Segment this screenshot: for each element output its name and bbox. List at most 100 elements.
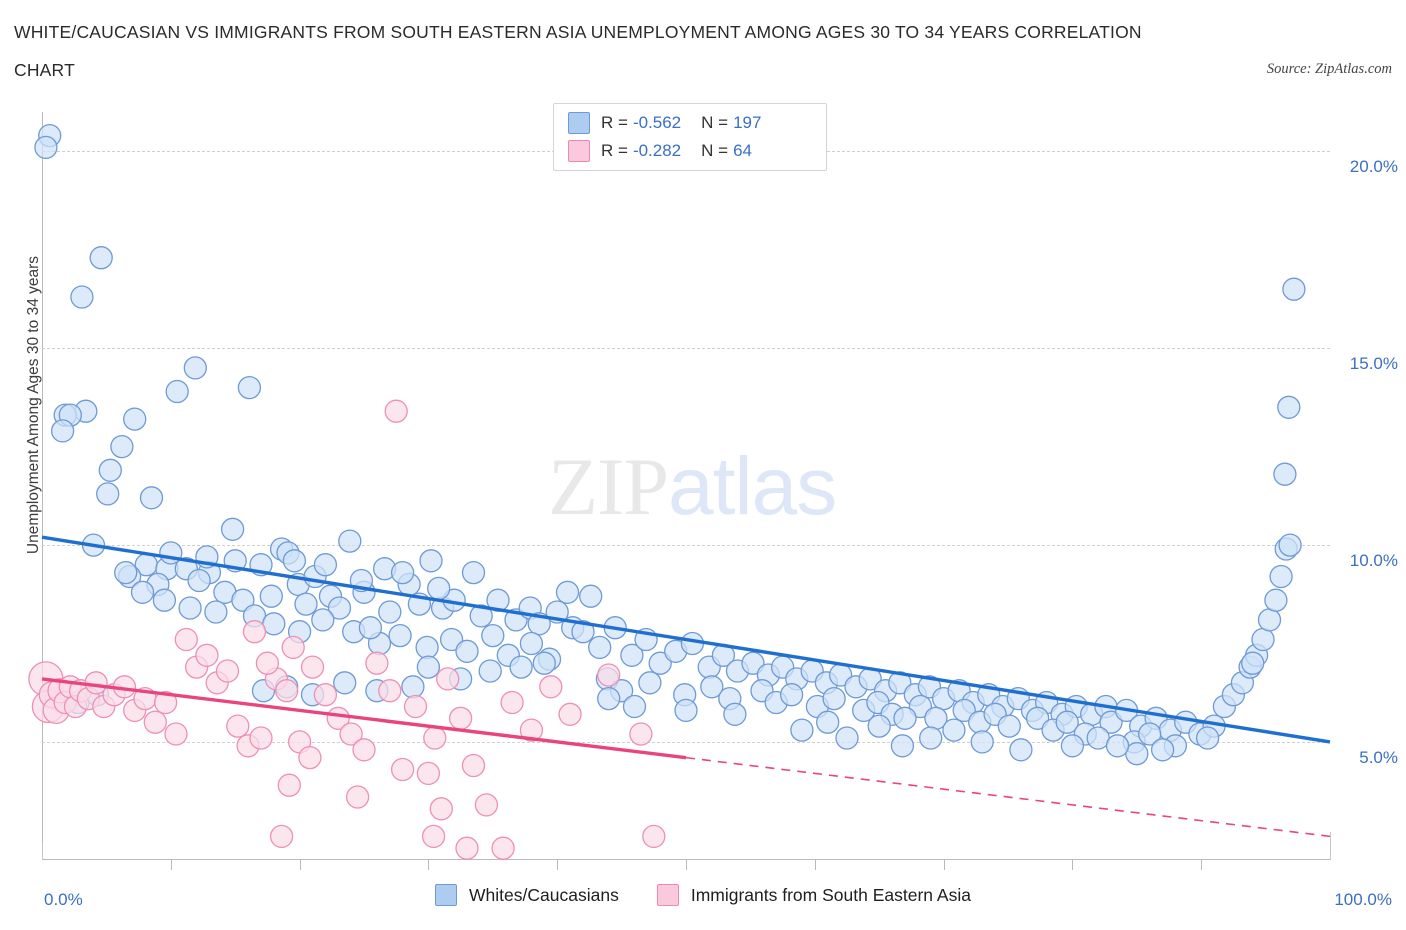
data-point[interactable] xyxy=(231,588,255,612)
data-point[interactable] xyxy=(1138,722,1162,746)
data-point[interactable] xyxy=(822,686,846,711)
data-point[interactable] xyxy=(816,710,840,734)
data-point[interactable] xyxy=(455,639,479,663)
data-point[interactable] xyxy=(532,651,556,675)
data-point[interactable] xyxy=(378,679,402,703)
data-point[interactable] xyxy=(275,679,299,703)
data-point[interactable] xyxy=(1105,734,1130,758)
data-point[interactable] xyxy=(215,659,240,683)
data-point[interactable] xyxy=(159,541,183,565)
data-point[interactable] xyxy=(390,757,415,782)
data-point[interactable] xyxy=(474,793,499,817)
data-point[interactable] xyxy=(269,824,294,849)
data-point[interactable] xyxy=(34,135,58,160)
data-point[interactable] xyxy=(294,592,318,616)
data-point[interactable] xyxy=(358,616,383,640)
data-point[interactable] xyxy=(50,419,75,443)
data-point[interactable] xyxy=(1277,395,1301,419)
data-point[interactable] xyxy=(970,730,994,754)
data-point[interactable] xyxy=(89,246,113,270)
data-point[interactable] xyxy=(835,726,859,750)
data-point[interactable] xyxy=(481,623,505,648)
data-point[interactable] xyxy=(588,635,612,660)
legend-item-immigrants[interactable]: Immigrants from South Eastern Asia xyxy=(656,884,971,906)
data-point[interactable] xyxy=(242,620,267,644)
data-point[interactable] xyxy=(620,643,644,667)
data-point[interactable] xyxy=(421,824,446,849)
data-point[interactable] xyxy=(700,675,724,699)
data-point[interactable] xyxy=(509,655,533,679)
data-point[interactable] xyxy=(378,600,402,624)
data-point[interactable] xyxy=(1025,706,1050,730)
data-point[interactable] xyxy=(648,651,672,675)
data-point[interactable] xyxy=(300,655,325,679)
data-point[interactable] xyxy=(110,434,134,459)
data-point[interactable] xyxy=(313,553,338,577)
data-point[interactable] xyxy=(1009,738,1033,762)
data-point[interactable] xyxy=(365,651,389,675)
data-point[interactable] xyxy=(558,702,582,726)
data-point[interactable] xyxy=(890,734,915,758)
data-point[interactable] xyxy=(448,706,473,730)
data-point[interactable] xyxy=(1282,277,1306,301)
data-point[interactable] xyxy=(352,738,376,762)
data-point[interactable] xyxy=(403,694,428,719)
data-point[interactable] xyxy=(401,675,425,699)
data-point[interactable] xyxy=(519,631,544,656)
data-point[interactable] xyxy=(439,627,464,652)
data-point[interactable] xyxy=(416,655,441,679)
data-point[interactable] xyxy=(1060,734,1085,758)
data-point[interactable] xyxy=(178,596,202,620)
data-point[interactable] xyxy=(153,690,178,715)
data-point[interactable] xyxy=(416,761,441,786)
data-point[interactable] xyxy=(461,560,486,585)
data-point[interactable] xyxy=(390,560,415,585)
data-point[interactable] xyxy=(455,836,479,860)
data-point[interactable] xyxy=(579,584,603,608)
data-point[interactable] xyxy=(597,663,621,687)
data-point[interactable] xyxy=(281,635,305,660)
data-point[interactable] xyxy=(419,549,443,573)
data-point[interactable] xyxy=(249,726,273,750)
data-point[interactable] xyxy=(1264,588,1288,612)
data-point[interactable] xyxy=(174,627,198,652)
data-point[interactable] xyxy=(1055,710,1079,734)
data-point[interactable] xyxy=(70,285,94,309)
data-point[interactable] xyxy=(629,722,653,746)
data-point[interactable] xyxy=(311,608,335,632)
data-point[interactable] xyxy=(723,702,747,726)
data-point[interactable] xyxy=(114,560,138,585)
data-point[interactable] xyxy=(427,576,451,601)
legend-item-whites[interactable]: Whites/Caucasians xyxy=(435,884,619,906)
data-point[interactable] xyxy=(345,785,370,809)
data-point[interactable] xyxy=(255,651,280,675)
data-point[interactable] xyxy=(183,356,207,380)
data-point[interactable] xyxy=(1278,533,1302,557)
data-point[interactable] xyxy=(919,726,943,750)
data-point[interactable] xyxy=(1195,726,1220,750)
data-point[interactable] xyxy=(1257,608,1282,632)
data-point[interactable] xyxy=(164,722,188,746)
data-point[interactable] xyxy=(638,671,662,695)
data-point[interactable] xyxy=(195,643,219,667)
data-point[interactable] xyxy=(1269,564,1293,589)
data-point[interactable] xyxy=(259,584,283,608)
data-point[interactable] xyxy=(680,631,705,656)
data-point[interactable] xyxy=(429,797,453,821)
data-point[interactable] xyxy=(1099,710,1123,734)
data-point[interactable] xyxy=(519,718,544,742)
data-point[interactable] xyxy=(423,726,447,750)
data-point[interactable] xyxy=(313,683,338,707)
data-point[interactable] xyxy=(741,651,765,675)
data-point[interactable] xyxy=(123,407,147,431)
data-point[interactable] xyxy=(415,635,439,660)
data-point[interactable] xyxy=(436,667,460,691)
data-point[interactable] xyxy=(298,745,322,770)
data-point[interactable] xyxy=(282,549,307,573)
data-point[interactable] xyxy=(226,714,250,738)
data-point[interactable] xyxy=(152,588,177,612)
data-point[interactable] xyxy=(277,773,301,797)
data-point[interactable] xyxy=(952,698,976,723)
data-point[interactable] xyxy=(384,399,408,423)
data-point[interactable] xyxy=(388,623,412,648)
